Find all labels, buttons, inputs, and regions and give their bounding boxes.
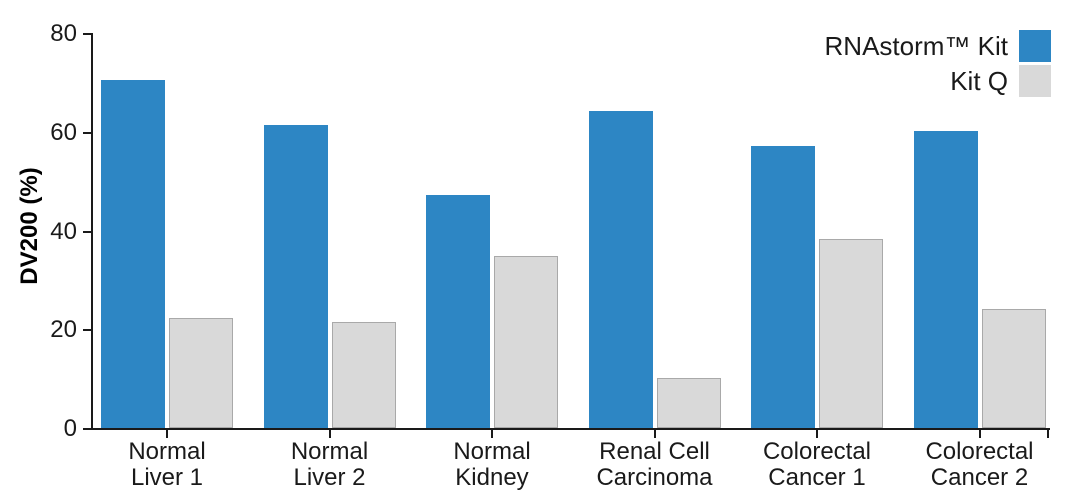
x-tick-mark — [653, 430, 656, 438]
bar-rnastorm-kit-0 — [101, 80, 165, 428]
bar-kit-q-1 — [331, 322, 396, 428]
category-label-line: Normal — [290, 438, 369, 465]
y-tick-label: 40 — [50, 217, 77, 245]
y-tick-mark — [83, 33, 91, 35]
bar-kit-q-2 — [494, 255, 558, 428]
category-label-line: Normal — [453, 438, 531, 465]
bar-kit-q-4 — [819, 239, 883, 428]
bar-rnastorm-kit-3 — [588, 111, 653, 428]
category-label-2: Normal Kidney — [407, 439, 577, 491]
category-label-line: Liver 2 — [293, 464, 366, 491]
legend-row-rnastorm-kit: RNAstorm™ Kit — [825, 30, 1051, 62]
bar-rnastorm-kit-1 — [263, 125, 328, 428]
category-label-line: Normal — [128, 438, 206, 465]
bar-kit-q-3 — [656, 378, 721, 428]
y-tick-label: 0 — [63, 415, 77, 442]
x-tick-mark — [166, 430, 168, 438]
category-label-line: Cancer 2 — [930, 464, 1029, 491]
x-tick-mark — [978, 430, 981, 438]
y-tick-label: 20 — [50, 316, 77, 344]
legend-swatch-rnastorm-kit — [1019, 30, 1051, 62]
category-label-line: Carcinoma — [596, 464, 713, 491]
bar-rnastorm-kit-5 — [913, 131, 978, 428]
x-tick-mark — [491, 430, 493, 438]
category-label-line: Kidney — [455, 464, 529, 491]
legend-label-rnastorm-kit: RNAstorm™ Kit — [824, 31, 1008, 61]
bar-rnastorm-kit-4 — [751, 146, 815, 428]
category-label-line: Renal Cell — [599, 438, 710, 465]
y-tick-mark — [83, 230, 91, 233]
x-tick-mark — [328, 430, 331, 438]
bar-rnastorm-kit-2 — [426, 195, 490, 428]
legend-label-kit-q: Kit Q — [950, 66, 1008, 96]
category-label-3: Renal Cell Carcinoma — [570, 439, 740, 491]
y-tick-mark — [83, 428, 91, 430]
category-label-4: Colorectal Cancer 1 — [732, 439, 902, 491]
category-label-5: Colorectal Cancer 2 — [895, 439, 1065, 491]
category-label-0: Normal Liver 1 — [82, 439, 252, 491]
x-axis-line — [91, 428, 1050, 430]
y-tick-label: 60 — [50, 118, 77, 146]
category-label-line: Colorectal — [925, 438, 1034, 465]
legend: RNAstorm™ Kit Kit Q — [825, 30, 1051, 100]
category-label-line: Cancer 1 — [768, 464, 866, 491]
bar-kit-q-5 — [981, 309, 1046, 428]
y-tick-label: 80 — [50, 20, 77, 47]
category-label-line: Colorectal — [762, 438, 872, 465]
bar-kit-q-0 — [169, 317, 233, 428]
y-tick-mark — [83, 131, 91, 134]
category-label-line: Liver 1 — [130, 464, 204, 491]
y-axis-line — [91, 33, 93, 430]
y-tick-mark — [83, 329, 91, 332]
legend-row-kit-q: Kit Q — [825, 65, 1051, 97]
category-label-1: Normal Liver 2 — [245, 439, 415, 491]
legend-swatch-kit-q — [1019, 65, 1051, 97]
x-tick-mark — [1047, 430, 1049, 438]
x-tick-mark — [816, 430, 818, 438]
